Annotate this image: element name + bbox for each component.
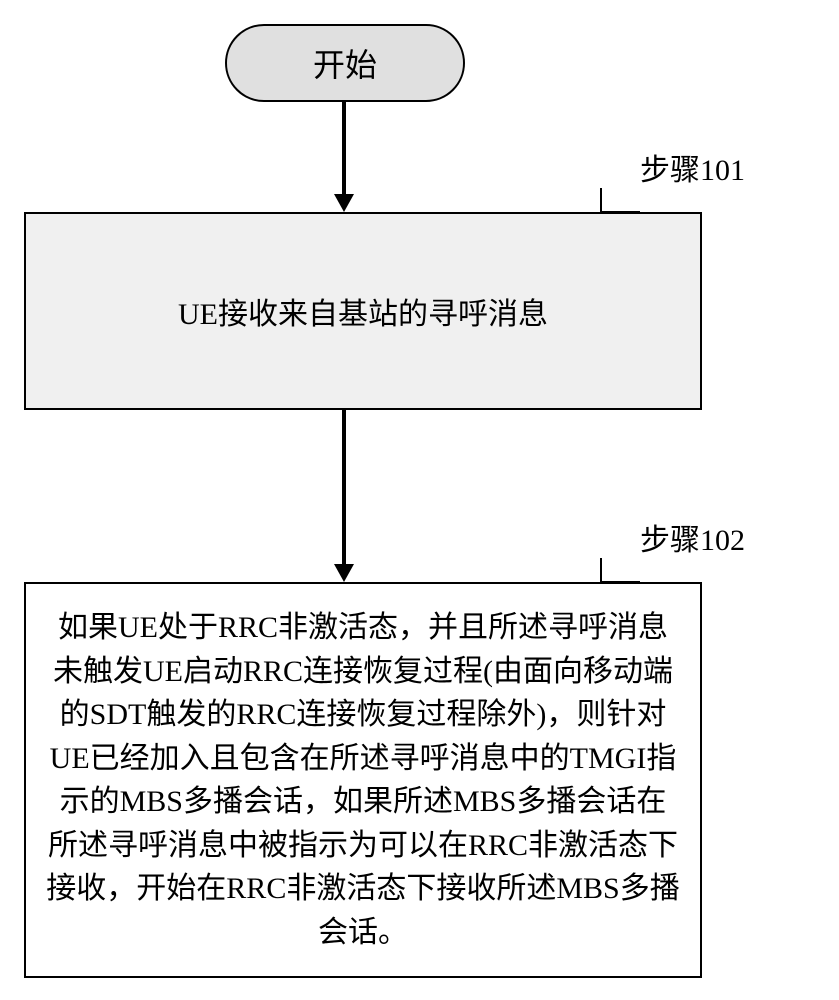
step2-box: 如果UE处于RRC非激活态，并且所述寻呼消息未触发UE启动RRC连接恢复过程(由… bbox=[24, 582, 702, 978]
label-connector-1 bbox=[600, 188, 640, 213]
arrowhead-2 bbox=[334, 564, 354, 582]
step1-label: 步骤101 bbox=[640, 145, 745, 189]
step2-label: 步骤102 bbox=[640, 515, 745, 559]
step1-text: UE接收来自基站的寻呼消息 bbox=[178, 289, 548, 333]
start-node: 开始 bbox=[225, 24, 465, 102]
arrowhead-1 bbox=[334, 194, 354, 212]
edge-start-step1 bbox=[342, 102, 346, 194]
start-label: 开始 bbox=[313, 40, 377, 86]
step1-box: UE接收来自基站的寻呼消息 bbox=[24, 212, 702, 410]
label-connector-2 bbox=[600, 558, 640, 583]
step2-text: 如果UE处于RRC非激活态，并且所述寻呼消息未触发UE启动RRC连接恢复过程(由… bbox=[46, 606, 680, 954]
edge-step1-step2 bbox=[342, 410, 346, 564]
